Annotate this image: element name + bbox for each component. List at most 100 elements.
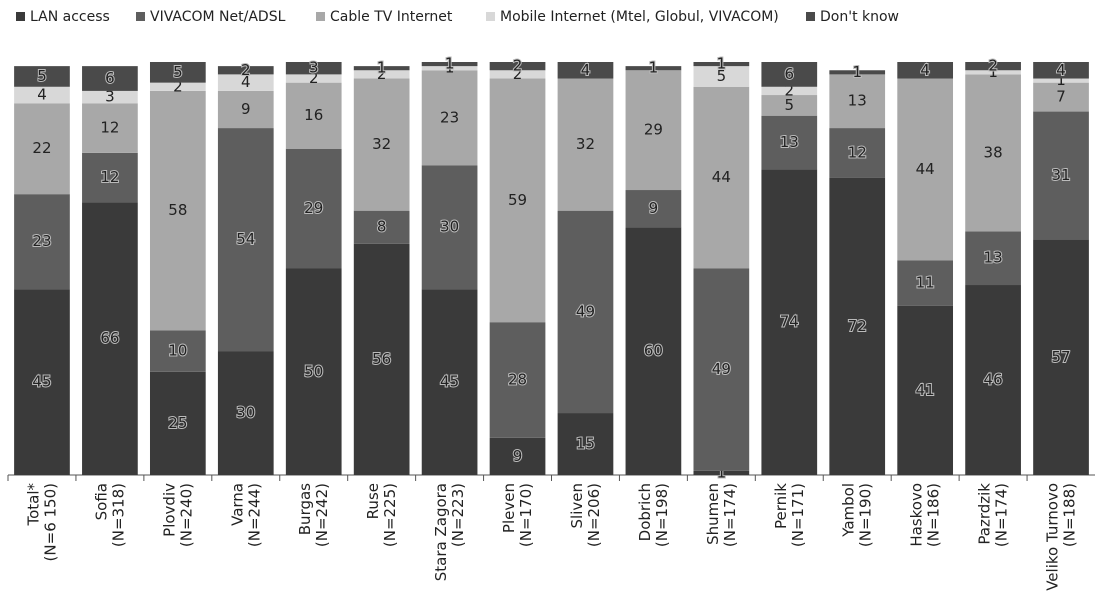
- x-tick-label: Sliven(N=206): [567, 483, 602, 547]
- x-tick-label: Burgas(N=242): [296, 483, 331, 547]
- bar-segment: [82, 202, 138, 476]
- bar-segment: [829, 70, 886, 75]
- bar-segment: [693, 66, 750, 87]
- value-label: 45: [32, 373, 51, 391]
- value-label: 22: [32, 139, 51, 157]
- bar-segment: [1033, 111, 1089, 240]
- bar-segment: [217, 351, 274, 475]
- x-tick-label: Haskovo(N=186): [907, 483, 942, 547]
- value-label: 30: [440, 218, 459, 236]
- x-tick-label: Sofia(N=318): [92, 483, 127, 547]
- bar-segment: [829, 74, 886, 129]
- bar-segment: [965, 74, 1021, 232]
- bar-segment: [761, 62, 818, 87]
- bar-segment: [285, 148, 342, 269]
- value-label: 2: [988, 57, 998, 75]
- bar-segment: [149, 90, 206, 331]
- value-label: 5: [717, 67, 727, 85]
- value-label: 46: [984, 371, 1003, 389]
- value-label: 41: [916, 381, 935, 399]
- value-label: 1: [988, 63, 998, 81]
- value-label: 13: [848, 92, 867, 110]
- value-label: 9: [241, 100, 251, 118]
- x-tick-label: Varna(N=244): [228, 483, 263, 547]
- value-label: 44: [916, 160, 935, 178]
- bar-segment: [353, 210, 410, 244]
- value-label: 32: [576, 135, 595, 153]
- value-label: 2: [173, 77, 183, 95]
- bar-segment: [14, 289, 70, 475]
- bar-segment: [217, 128, 274, 352]
- legend-label: Mobile Internet (Mtel, Globul, VIVACOM): [500, 9, 779, 25]
- bar-segment: [489, 78, 546, 323]
- bar-segment: [897, 62, 954, 79]
- bar-segment: [897, 305, 954, 475]
- value-label: 74: [780, 313, 799, 331]
- value-label: 59: [508, 191, 527, 209]
- value-label: 4: [37, 86, 47, 104]
- value-label: 9: [513, 447, 523, 465]
- bar-segment: [421, 70, 478, 166]
- value-label: 1: [445, 59, 455, 77]
- bar-segment: [82, 66, 138, 91]
- bar-segment: [149, 82, 206, 91]
- bar-segment: [14, 103, 70, 195]
- value-label: 5: [37, 67, 47, 85]
- x-tick-label: Ruse(N=225): [364, 483, 399, 547]
- bar-segment: [965, 285, 1021, 475]
- value-label: 12: [100, 168, 119, 186]
- bar-segment: [149, 330, 206, 372]
- bar-segment: [557, 413, 614, 475]
- bar-segment: [761, 115, 818, 170]
- bar-segment: [217, 90, 274, 129]
- value-label: 28: [508, 371, 527, 389]
- bar-segment: [625, 70, 682, 191]
- value-label: 13: [780, 133, 799, 151]
- bar-segment: [897, 78, 954, 261]
- value-label: 16: [304, 106, 323, 124]
- value-label: 49: [576, 302, 595, 320]
- bar-segment: [1033, 62, 1089, 79]
- value-label: 4: [241, 73, 251, 91]
- bar-segment: [285, 62, 342, 75]
- bar-segment: [285, 74, 342, 83]
- value-label: 29: [304, 199, 323, 217]
- x-tick-label: Veliko Turnovo(N=188): [1043, 483, 1078, 591]
- bar-segment: [82, 152, 138, 203]
- bar-segment: [353, 78, 410, 211]
- bar-segment: [829, 128, 886, 178]
- bar-segment: [829, 177, 886, 475]
- bar-segment: [625, 190, 682, 228]
- value-label: 45: [440, 373, 459, 391]
- value-label: 7: [1056, 88, 1066, 106]
- value-label: 15: [576, 435, 595, 453]
- bar-segment: [353, 243, 410, 475]
- value-label: 9: [649, 199, 659, 217]
- bar-segment: [82, 103, 138, 153]
- bar-segment: [693, 470, 750, 475]
- value-label: 3: [309, 59, 319, 77]
- legend-label: Cable TV Internet: [330, 9, 453, 25]
- value-label: 23: [440, 108, 459, 126]
- bar-segment: [965, 62, 1021, 71]
- value-label: 38: [984, 143, 1003, 161]
- value-label: 57: [1051, 348, 1070, 366]
- value-label: 4: [1056, 61, 1066, 79]
- value-label: 1: [717, 463, 727, 481]
- bar-segment: [557, 78, 614, 211]
- value-label: 5: [785, 96, 795, 114]
- value-label: 1: [852, 63, 862, 81]
- bar-segment: [489, 62, 546, 71]
- bar-segment: [761, 95, 818, 116]
- value-label: 1: [377, 59, 387, 77]
- value-label: 2: [377, 65, 387, 83]
- bar-segment: [761, 86, 818, 96]
- value-label: 50: [304, 362, 323, 380]
- value-label: 49: [712, 360, 731, 378]
- value-label: 4: [581, 61, 591, 79]
- bar-segment: [149, 62, 206, 83]
- value-label: 11: [916, 273, 935, 291]
- bar-segment: [489, 437, 546, 475]
- bar-segment: [693, 86, 750, 269]
- value-label: 5: [173, 63, 183, 81]
